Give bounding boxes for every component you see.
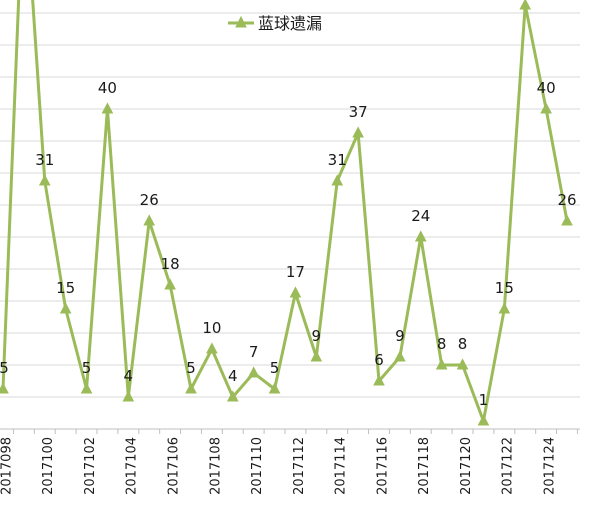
data-point-marker	[540, 102, 552, 114]
data-label: 4	[228, 367, 238, 385]
data-point-marker	[38, 174, 51, 186]
x-tick-label: 2017118	[417, 437, 432, 495]
x-tick-label: 2017102	[83, 437, 98, 495]
x-tick-label: 2017120	[459, 437, 474, 495]
x-tick-label: 2017098	[0, 437, 14, 495]
data-label: 37	[349, 103, 368, 121]
x-tick-label: 2017124	[543, 437, 558, 495]
data-point-marker	[310, 350, 323, 362]
x-tick-label: 2017114	[334, 437, 349, 495]
data-point-marker	[247, 366, 260, 378]
data-point-marker	[226, 390, 239, 402]
data-label: 5	[82, 359, 92, 377]
x-tick-label: 2017106	[167, 437, 182, 495]
data-label: 9	[312, 327, 322, 345]
data-point-marker	[80, 382, 93, 394]
data-label: 15	[56, 279, 75, 297]
data-label: 9	[395, 327, 405, 345]
data-point-marker	[289, 286, 302, 298]
data-point-marker	[143, 214, 156, 226]
data-label: 7	[249, 343, 259, 361]
data-point-marker	[101, 102, 114, 114]
data-label: 5	[0, 359, 9, 377]
x-tick-label: 2017122	[501, 437, 516, 495]
data-point-marker	[373, 374, 385, 386]
data-label: 24	[411, 207, 430, 225]
data-point-marker	[519, 0, 532, 10]
data-label: 26	[140, 191, 159, 209]
data-point-marker	[268, 382, 281, 394]
data-label: 6	[374, 351, 384, 369]
data-point-marker	[394, 350, 406, 362]
x-tick-label: 2017112	[292, 437, 307, 495]
data-point-marker	[477, 414, 490, 426]
x-tick-label: 2017100	[41, 437, 56, 495]
data-label: 40	[98, 79, 117, 97]
data-label: 31	[328, 151, 347, 169]
data-point-marker	[0, 382, 9, 394]
data-point-marker	[185, 382, 197, 394]
x-tick-label: 2017104	[125, 437, 140, 495]
data-label: 17	[286, 263, 305, 281]
data-label: 26	[557, 191, 576, 209]
data-label: 5	[270, 359, 280, 377]
gridlines	[0, 12, 580, 398]
x-axis: 2017098 2017100 2017102 2017104 2017106 20171…	[0, 428, 580, 495]
data-label: 5	[186, 359, 196, 377]
legend-marker-icon	[235, 15, 247, 28]
data-point-marker	[561, 214, 573, 226]
data-point-marker	[498, 302, 511, 314]
x-tick-label: 2017108	[208, 437, 223, 495]
series-line	[1, 0, 569, 423]
data-point-marker	[456, 358, 469, 370]
data-point-marker	[59, 302, 72, 314]
data-point-marker	[352, 126, 364, 138]
legend: 蓝球遗漏	[228, 14, 322, 33]
legend-label: 蓝球遗漏	[258, 14, 322, 33]
data-point-marker	[122, 390, 135, 402]
data-label: 8	[437, 335, 447, 353]
data-label: 8	[458, 335, 468, 353]
data-label: 40	[537, 79, 556, 97]
data-label: 18	[161, 255, 180, 273]
data-point-marker	[414, 230, 427, 242]
data-label: 4	[124, 367, 134, 385]
data-point-marker	[331, 174, 344, 186]
data-label: 31	[35, 151, 54, 169]
x-tick-label: 2017110	[250, 437, 265, 495]
x-tick-label: 2017116	[375, 437, 390, 495]
data-label: 1	[479, 391, 489, 409]
data-label: 10	[202, 319, 221, 337]
data-point-marker	[164, 278, 176, 290]
data-point-marker	[435, 358, 448, 370]
data-point-marker	[206, 342, 218, 354]
data-label: 15	[495, 279, 514, 297]
series-group	[0, 0, 573, 426]
